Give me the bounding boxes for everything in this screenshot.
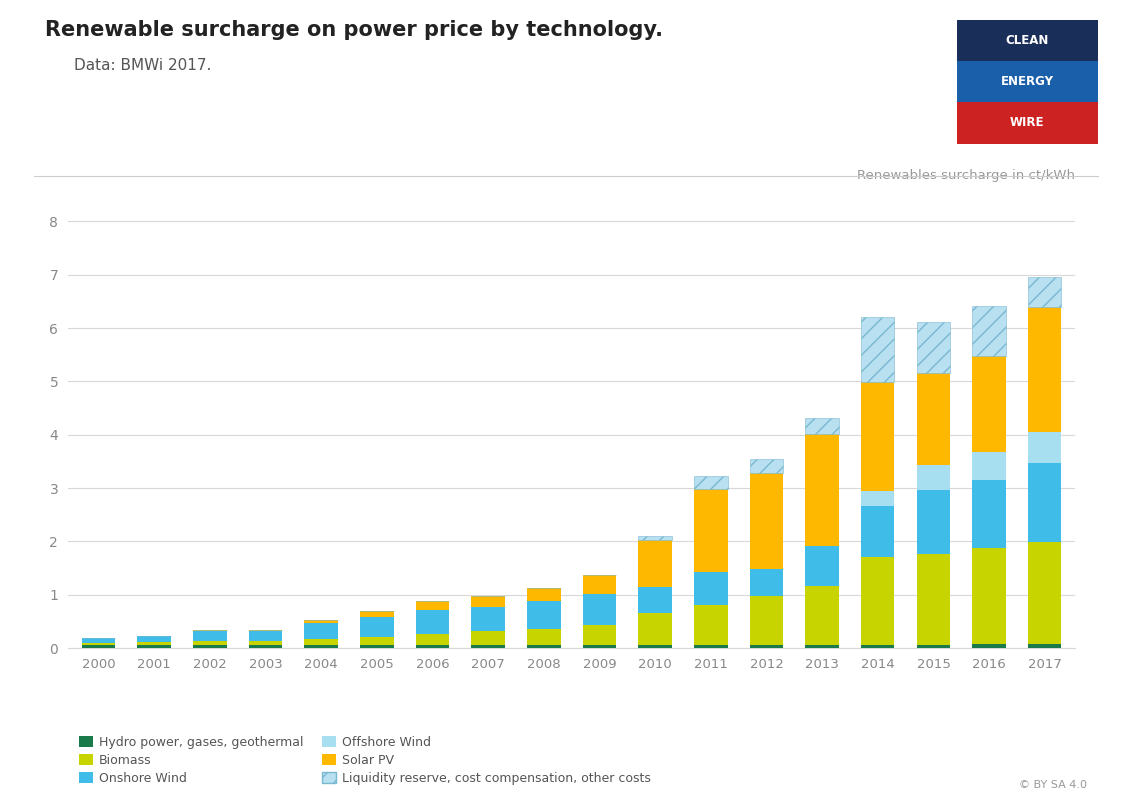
Bar bbox=[861, 506, 894, 557]
Bar bbox=[528, 645, 560, 648]
Bar bbox=[694, 489, 728, 572]
Bar bbox=[137, 642, 171, 646]
Bar bbox=[917, 373, 950, 465]
Bar bbox=[806, 418, 839, 434]
Bar bbox=[360, 617, 394, 637]
Bar bbox=[471, 645, 505, 648]
Bar bbox=[972, 644, 1006, 648]
Bar bbox=[82, 638, 115, 643]
Bar bbox=[806, 434, 839, 546]
Bar bbox=[917, 554, 950, 645]
Text: © BY SA 4.0: © BY SA 4.0 bbox=[1019, 781, 1087, 790]
Bar bbox=[415, 645, 449, 648]
Bar bbox=[957, 20, 1098, 61]
Bar bbox=[861, 491, 894, 506]
Bar bbox=[972, 306, 1006, 356]
Bar bbox=[415, 634, 449, 645]
Bar bbox=[583, 645, 616, 648]
Bar bbox=[1028, 432, 1062, 463]
Bar bbox=[471, 596, 505, 607]
Bar bbox=[528, 629, 560, 645]
Text: WIRE: WIRE bbox=[1010, 117, 1045, 130]
Bar bbox=[82, 643, 115, 646]
Bar bbox=[806, 645, 839, 648]
Bar bbox=[917, 645, 950, 648]
Bar bbox=[806, 546, 839, 586]
Bar bbox=[861, 382, 894, 491]
Bar bbox=[694, 605, 728, 645]
Bar bbox=[194, 641, 226, 645]
Bar bbox=[360, 645, 394, 648]
Bar bbox=[972, 452, 1006, 480]
Bar bbox=[1028, 278, 1062, 306]
Bar bbox=[749, 473, 783, 569]
Text: ENERGY: ENERGY bbox=[1001, 75, 1054, 88]
Bar bbox=[249, 631, 282, 641]
Bar bbox=[194, 645, 226, 648]
Bar bbox=[749, 645, 783, 648]
Legend: Hydro power, gases, geothermal, Biomass, Onshore Wind, Offshore Wind, Solar PV, : Hydro power, gases, geothermal, Biomass,… bbox=[75, 730, 657, 790]
Bar bbox=[749, 596, 783, 645]
Bar bbox=[1028, 644, 1062, 648]
Bar bbox=[1028, 463, 1062, 542]
Bar bbox=[137, 646, 171, 648]
Bar bbox=[638, 613, 672, 645]
Bar bbox=[957, 102, 1098, 144]
Bar bbox=[194, 631, 226, 641]
Text: Renewables surcharge in ct/kWh: Renewables surcharge in ct/kWh bbox=[857, 169, 1075, 182]
Bar bbox=[749, 569, 783, 596]
Bar bbox=[972, 356, 1006, 452]
Bar bbox=[82, 646, 115, 648]
Bar bbox=[249, 630, 282, 631]
Text: CLEAN: CLEAN bbox=[1005, 34, 1049, 47]
Bar bbox=[638, 536, 672, 540]
Bar bbox=[917, 490, 950, 554]
Text: Renewable surcharge on power price by technology.: Renewable surcharge on power price by te… bbox=[45, 20, 663, 40]
Bar bbox=[861, 557, 894, 645]
Bar bbox=[861, 645, 894, 648]
Bar bbox=[694, 476, 728, 489]
Bar bbox=[305, 620, 337, 623]
Bar bbox=[749, 458, 783, 473]
Bar bbox=[305, 639, 337, 645]
Bar bbox=[917, 465, 950, 490]
Bar bbox=[861, 317, 894, 382]
Bar bbox=[249, 646, 282, 648]
Bar bbox=[415, 601, 449, 610]
Bar bbox=[249, 641, 282, 646]
Bar bbox=[1028, 542, 1062, 644]
Bar bbox=[528, 588, 560, 601]
Bar bbox=[305, 645, 337, 648]
Bar bbox=[528, 601, 560, 629]
Bar bbox=[638, 587, 672, 613]
Bar bbox=[583, 625, 616, 645]
Bar bbox=[137, 636, 171, 642]
Text: Data: BMWi 2017.: Data: BMWi 2017. bbox=[74, 58, 211, 73]
Bar bbox=[972, 480, 1006, 548]
Bar bbox=[806, 586, 839, 645]
Bar bbox=[583, 575, 616, 594]
Bar bbox=[471, 607, 505, 631]
Bar bbox=[360, 611, 394, 617]
Bar bbox=[360, 637, 394, 645]
Bar bbox=[957, 61, 1098, 102]
Bar bbox=[1028, 306, 1062, 432]
Bar bbox=[583, 594, 616, 625]
Bar bbox=[972, 548, 1006, 644]
Bar bbox=[694, 645, 728, 648]
Bar bbox=[638, 540, 672, 587]
Bar bbox=[471, 631, 505, 645]
Bar bbox=[415, 610, 449, 634]
Bar bbox=[694, 572, 728, 605]
Bar bbox=[917, 322, 950, 373]
Bar bbox=[305, 623, 337, 639]
Bar bbox=[638, 645, 672, 648]
Bar bbox=[194, 630, 226, 631]
